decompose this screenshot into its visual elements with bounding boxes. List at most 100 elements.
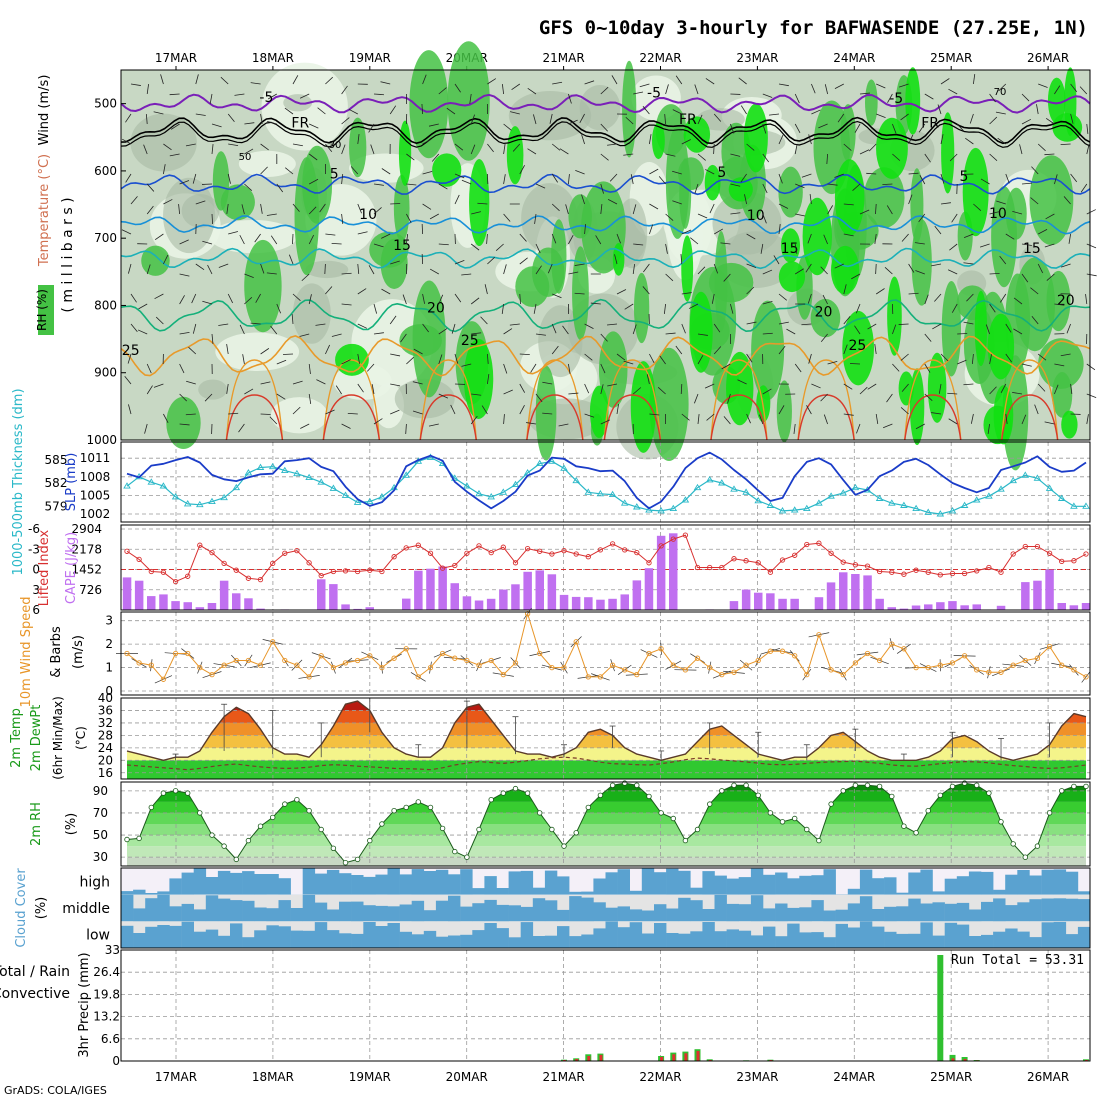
rh-marker [864,782,871,788]
thickness-marker [1070,502,1078,509]
wind-barb [331,333,342,337]
lifted-index-marker [779,557,786,563]
cloud-bar [460,906,473,922]
wind-barb [125,113,132,123]
contour-label: 15 [1023,241,1041,257]
rh-axis-label: RH (%) [35,289,49,331]
wind-barb [843,383,853,390]
thickness-marker [183,500,192,507]
cloud-bar [981,901,994,922]
cloud-bar [326,869,340,895]
wind-barb [1060,353,1071,357]
wind-barb [519,383,526,393]
thickness-marker [888,499,896,506]
wind-barb [837,113,845,123]
wind-barb [762,93,773,98]
wind-barb [226,203,229,214]
wind-barb [1045,117,1055,125]
wind-barb [875,263,877,275]
rh-saturated-area [681,235,694,302]
wind-barb [969,113,974,124]
wind-barb [665,213,674,221]
cape-bar [365,607,374,610]
wind-barb [646,374,650,385]
wind-barb [740,173,747,183]
thickness-marker [875,494,884,501]
wind-barb [357,263,360,274]
rh-marker [622,780,628,786]
wind-barb [308,153,318,161]
wind-barb [1054,303,1065,306]
wind-barb [884,266,893,275]
lifted-index-marker [573,551,579,557]
wind-speed-marker [257,662,264,668]
bottom-time-axis: 17MAR 18MAR 19MAR 20MAR 21MAR 22MAR 23MAR 24MAR… [155,1070,1069,1084]
precip-convective-bar [684,1053,688,1061]
wind-barb [818,123,828,129]
thickness-marker [851,483,860,491]
wind-speed-marker [804,671,810,678]
lifted-index-marker [634,549,640,556]
wind-barb [179,332,190,335]
thickness-marker [1045,484,1054,491]
lifted-index-marker [816,540,822,546]
lifted-index-marker [391,554,397,560]
cloud-bar [230,872,243,895]
wind-barb [527,88,537,95]
surface-temp-contour [797,359,855,441]
cloud-bar [1005,874,1018,895]
rh-green-area [220,184,255,221]
rh-moist-patch [198,379,228,400]
wind-barb [876,113,886,118]
wind-barb [778,224,781,235]
rh-marker [209,832,215,838]
wind-barb [951,213,958,223]
wind-barb [1030,197,1039,205]
cloud-bar [484,899,497,922]
wind-barb [406,356,414,365]
wind-barb [746,286,755,295]
wind-barb [324,263,326,275]
lifted-index-marker [221,560,227,567]
temp-tick: 16 [98,766,113,780]
wind-barb [811,83,816,94]
rh-saturated-area [887,276,902,356]
wind-barb [778,83,789,87]
rh-green-area [166,396,201,450]
cloud-bar [726,929,739,948]
wind-barb [999,255,1007,265]
rh-marker [282,801,288,807]
rh-marker [792,815,798,822]
wind-barb [285,167,294,175]
cloud-bar [1077,899,1091,922]
wind-barb [220,76,229,85]
wind-barb [762,332,773,335]
temp-band [127,747,1086,761]
cloud-bar [133,889,146,895]
wind-barb [965,137,974,145]
wind-barb [1086,393,1097,398]
wind-barb [843,203,854,206]
lifted-index-marker [342,568,349,574]
wind-barb [308,294,312,305]
wind-barb [623,360,634,365]
cloud-bar [956,924,970,948]
cape-tick: 1452 [71,563,102,577]
wind-barb [1038,83,1048,88]
cloud-bar [1077,926,1091,948]
wind-speed-marker [670,662,676,668]
wind-barb [406,213,412,223]
rh-marker [537,810,543,816]
rh-marker [367,837,373,844]
cloud-bar [799,907,812,922]
wind-barb [389,315,397,325]
cloud-bar [363,876,376,895]
cloud-bar [532,936,546,948]
bottom-day-label: 25MAR [930,1070,972,1084]
top-day-label: 25MAR [930,51,972,65]
wind-barb [808,134,812,145]
cloud-bar [654,872,667,895]
wind-barb [357,383,364,393]
slp-tick: 1011 [80,451,111,465]
